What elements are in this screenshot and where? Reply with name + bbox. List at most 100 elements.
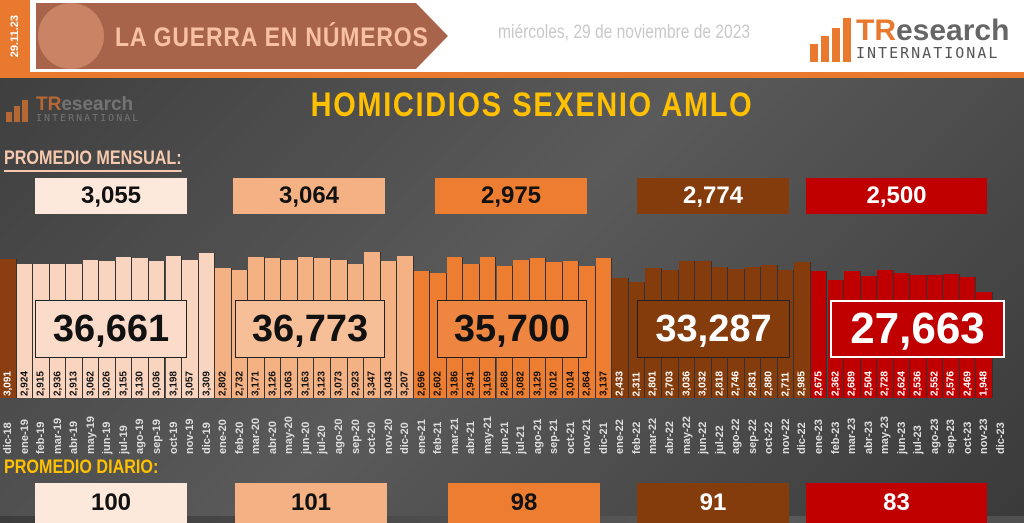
x-tick-dic-18: dic-18 (2, 422, 14, 454)
value-label-may-22: 3,036 (681, 370, 693, 396)
value-label-dic-19: 3,309 (201, 370, 213, 396)
x-tick-ago-22: ago-22 (730, 418, 743, 454)
x-tick-oct-20: oct-20 (366, 421, 379, 454)
bar-ene-21 (413, 270, 431, 398)
x-tick-jul-23: jul-23 (912, 425, 925, 454)
value-label-oct-23: 2,469 (962, 370, 974, 396)
x-tick-ago-20: ago-20 (333, 418, 345, 454)
value-label-abr-22: 2,703 (664, 370, 676, 396)
current-date: miércoles, 29 de noviembre de 2023 (498, 22, 751, 43)
bar-nov-21 (579, 265, 596, 398)
total-2020: 36,773 (235, 300, 385, 358)
value-label-may-21: 3,169 (482, 370, 494, 396)
value-label-mar-23: 2,689 (846, 370, 858, 396)
bar-nov-20 (380, 260, 398, 398)
daily-average-2020: 101 (235, 483, 387, 523)
value-label-abr-19: 2,913 (68, 370, 80, 396)
x-tick-jun-22: jun-22 (697, 421, 710, 454)
daily-average-2022: 91 (637, 483, 789, 523)
x-tick-dic-21: dic-21 (597, 422, 610, 454)
x-tick-mar-22: mar-22 (647, 417, 660, 454)
bar-nov-19 (182, 260, 199, 398)
value-label-jun-20: 3,163 (300, 370, 312, 396)
x-tick-oct-19: oct-19 (167, 421, 180, 454)
monthly-average-2022: 2,774 (637, 178, 789, 214)
value-label-may-20: 3,063 (283, 370, 295, 396)
value-label-sep-23: 2,576 (945, 370, 957, 396)
x-tick-may-23: may-23 (879, 416, 892, 454)
value-label-ago-21: 3,129 (532, 370, 544, 396)
x-tick-nov-22: nov-22 (779, 418, 792, 454)
x-tick-jun-19: jun-19 (101, 421, 114, 454)
bar-dic-21 (595, 257, 613, 398)
value-label-nov-19: 3,057 (184, 370, 196, 396)
total-2022: 33,287 (637, 300, 790, 358)
mexico-map-icon (38, 3, 104, 69)
chart-title: HOMICIDIOS SEXENIO AMLO (310, 86, 754, 124)
logo-esearch: esearch (896, 13, 1010, 47)
value-label-ago-22: 2,746 (730, 370, 742, 396)
x-tick-ene-20: ene-20 (217, 419, 230, 454)
value-label-abr-23: 2,504 (863, 370, 875, 396)
value-label-ene-20: 2,802 (217, 370, 229, 396)
value-label-dic-21: 3,137 (598, 370, 610, 396)
chart-logo-icon (800, 10, 856, 66)
bar-ene-19 (16, 264, 34, 398)
value-label-mar-20: 3,171 (250, 370, 262, 396)
value-label-ago-19: 3,130 (134, 370, 146, 396)
value-label-oct-20: 3,347 (366, 370, 378, 396)
x-tick-abr-23: abr-23 (862, 420, 875, 454)
value-label-ene-19: 2,924 (19, 370, 31, 396)
value-label-may-23: 2,728 (879, 370, 891, 396)
x-tick-nov-23: nov-23 (978, 418, 991, 454)
x-tick-mar-23: mar-23 (846, 417, 859, 454)
value-label-mar-21: 3,186 (449, 370, 461, 396)
x-tick-sep-23: sep-23 (945, 419, 958, 454)
value-label-jun-19: 3,026 (101, 370, 113, 396)
value-label-sep-20: 2,923 (350, 370, 362, 396)
x-tick-mar-19: mar-19 (51, 417, 64, 454)
bar-dic-22 (794, 262, 811, 398)
value-label-abr-21: 2,941 (465, 370, 477, 396)
x-tick-sep-19: sep-19 (150, 419, 163, 454)
x-tick-oct-23: oct-23 (961, 421, 974, 454)
monthly-average-2021: 2,975 (435, 178, 587, 214)
bar-ene-20 (215, 267, 232, 398)
value-label-ene-21: 2,696 (416, 370, 428, 396)
x-tick-abr-20: abr-20 (266, 420, 279, 454)
value-label-jun-21: 2,868 (499, 370, 510, 396)
value-label-ago-23: 2,552 (929, 370, 941, 396)
daily-average-2019: 100 (35, 483, 187, 523)
daily-average-2023: 83 (806, 483, 987, 523)
daily-average-2021: 98 (448, 483, 600, 523)
value-label-jun-22: 3,032 (697, 370, 709, 396)
x-tick-feb-22: feb-22 (630, 421, 643, 454)
tresearch-logo: TResearch INTERNATIONAL (800, 10, 1009, 66)
x-tick-jun-21: jun-21 (498, 421, 511, 454)
logo-international: INTERNATIONAL (856, 43, 1000, 62)
x-tick-sep-22: sep-22 (746, 419, 759, 454)
total-2023: 27,663 (830, 300, 1005, 358)
banner (36, 3, 448, 69)
date-badge: 29.11.23 (0, 0, 30, 72)
x-tick-jul-20: jul-20 (316, 425, 329, 454)
x-tick-ene-22: ene-22 (614, 419, 627, 454)
x-tick-jun-20: jun-20 (299, 421, 312, 454)
x-tick-nov-19: nov-19 (184, 418, 197, 454)
x-tick-ago-19: ago-19 (134, 418, 147, 454)
value-label-nov-22: 2,711 (780, 371, 792, 396)
bar-dic-19 (198, 253, 216, 398)
monthly-average-2020: 3,064 (233, 178, 385, 214)
value-label-abr-20: 3,126 (267, 370, 279, 396)
bar-dic-20 (397, 255, 414, 398)
x-tick-may-19: may-19 (84, 416, 97, 454)
total-2019: 36,661 (35, 300, 187, 358)
value-label-nov-21: 2,864 (581, 370, 593, 396)
x-tick-ene-19: ene-19 (18, 419, 31, 454)
x-tick-ago-23: ago-23 (928, 418, 941, 454)
x-tick-may-20: may-20 (283, 416, 296, 454)
x-tick-oct-21: oct-21 (564, 421, 577, 454)
value-label-ene-23: 2,675 (813, 370, 825, 396)
value-label-ene-22: 2,433 (614, 370, 626, 396)
